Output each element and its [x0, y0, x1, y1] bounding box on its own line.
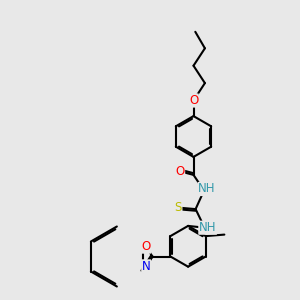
Text: N: N [142, 260, 151, 273]
Text: NH: NH [198, 182, 216, 196]
Text: O: O [142, 240, 151, 253]
Text: NH: NH [199, 221, 216, 234]
Text: O: O [189, 94, 198, 107]
Text: O: O [176, 165, 184, 178]
Text: S: S [175, 201, 182, 214]
